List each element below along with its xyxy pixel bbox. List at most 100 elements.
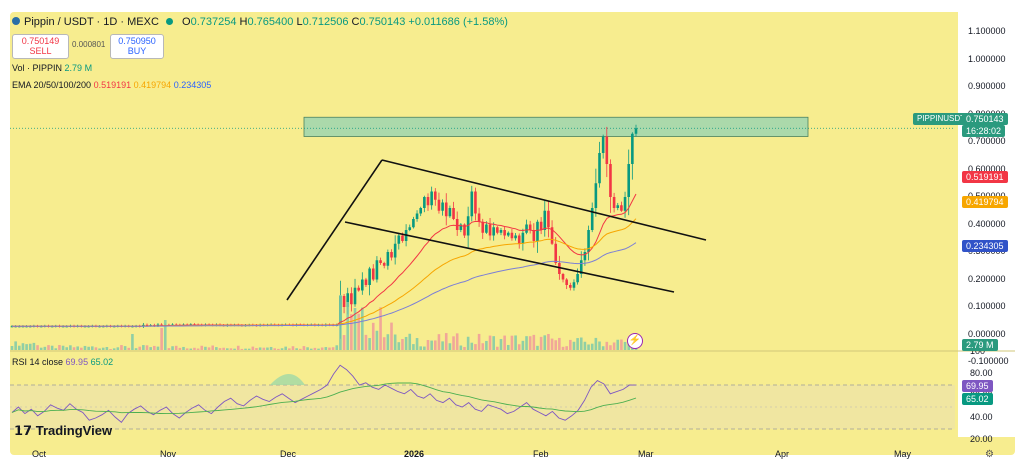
volume-bar — [138, 346, 142, 350]
volume-bar — [470, 342, 474, 350]
candle-body — [350, 293, 353, 305]
candle-body — [371, 268, 375, 280]
symbol-header[interactable]: Pippin / USDT · 1D · MEXC O0.737254 H0.7… — [12, 16, 508, 28]
rsi-tick: 20.00 — [970, 434, 993, 444]
symbol-title: Pippin / USDT · 1D · MEXC — [24, 16, 159, 28]
o-value: 0.737254 — [190, 16, 237, 28]
volume-bar — [477, 333, 481, 350]
candle-body — [430, 191, 433, 206]
volume-bar — [145, 345, 149, 350]
candle-body — [503, 230, 506, 236]
rsi-ma-line — [11, 382, 637, 414]
candle-body — [590, 208, 594, 230]
volume-bar — [430, 340, 433, 350]
volume-bar — [525, 336, 528, 350]
volume-bar — [14, 341, 17, 350]
volume-bar — [222, 347, 225, 350]
volume-bar — [142, 345, 145, 350]
volume-bar — [65, 347, 69, 350]
candle-body — [627, 164, 631, 197]
candle-body — [375, 260, 379, 280]
volume-bar — [528, 336, 532, 350]
volume-bar — [116, 347, 120, 350]
volume-bar — [412, 344, 415, 350]
candle-body — [528, 224, 532, 230]
volume-bar — [459, 345, 463, 350]
volume-bar — [69, 345, 72, 350]
price-tick: 0.000000 — [968, 328, 1006, 339]
candle-body — [83, 326, 87, 328]
candle-body — [514, 235, 517, 239]
tradingview-logo[interactable]: 𝟭𝟳 TradingView — [14, 423, 112, 439]
volume-bar — [331, 347, 335, 350]
candle-body — [547, 210, 550, 228]
candle-body — [477, 213, 481, 222]
candle-body — [510, 232, 514, 239]
volume-bar — [17, 345, 21, 350]
ema20-value: 0.519191 — [93, 80, 132, 90]
volume-bar — [10, 346, 14, 350]
sell-button[interactable]: 0.750149 SELL — [12, 34, 69, 59]
volume-bar — [47, 345, 50, 350]
volume-bar — [295, 348, 298, 350]
ema50-value: 0.419794 — [133, 80, 172, 90]
volume-bar — [481, 343, 485, 350]
time-tick: Dec — [280, 449, 297, 459]
volume-bar — [426, 340, 430, 350]
settings-gear-icon[interactable]: ⚙ — [985, 449, 994, 460]
volume-bar — [609, 345, 612, 350]
volume-bar — [134, 348, 138, 350]
candle-body — [364, 279, 368, 285]
candle-body — [419, 208, 423, 214]
volume-bar — [517, 344, 521, 350]
rsi-tick: 40.00 — [970, 412, 993, 422]
volume-bar — [550, 338, 554, 350]
ema20-tag: 0.519191 — [962, 171, 1008, 183]
volume-bar — [306, 347, 309, 350]
volume-bar — [601, 346, 605, 350]
candle-body — [441, 202, 444, 211]
ema-legend[interactable]: EMA 20/50/100/200 0.519191 0.419794 0.23… — [12, 80, 211, 90]
candle-body — [492, 227, 495, 236]
last-price-tag: 0.750143 — [962, 113, 1008, 125]
candle-body — [433, 191, 437, 200]
volume-bar — [576, 338, 579, 350]
price-tick: 1.100000 — [968, 26, 1006, 36]
candle-body — [437, 199, 441, 211]
volume-bar — [361, 307, 364, 350]
volume-bar — [397, 342, 401, 350]
volume-bar — [255, 348, 258, 350]
candle-body — [342, 296, 346, 307]
price-axis-bg — [958, 12, 1015, 437]
volume-bar — [510, 335, 514, 350]
volume-bar — [583, 341, 587, 350]
ema-label: EMA 20/50/100/200 — [12, 80, 92, 90]
buy-button[interactable]: 0.750950 BUY — [110, 34, 164, 59]
volume-bar — [441, 341, 444, 350]
change-value: +0.011686 (+1.58%) — [408, 16, 508, 28]
rsi-legend[interactable]: RSI 14 close 69.95 65.02 — [12, 357, 113, 367]
candle-body — [412, 219, 415, 228]
c-label: C — [351, 16, 360, 28]
volume-bar — [80, 347, 83, 350]
volume-tag: 2.79 M — [962, 339, 998, 351]
o-label: O — [182, 16, 191, 28]
candle-body — [612, 197, 616, 208]
status-dot-icon — [165, 18, 173, 25]
candle-body — [463, 224, 466, 236]
volume-legend[interactable]: Vol · PIPPIN 2.79 M — [12, 63, 92, 73]
c-value: 0.750143 — [359, 16, 406, 28]
volume-bar — [569, 339, 572, 350]
volume-bar — [288, 348, 291, 350]
candle-body — [594, 183, 598, 208]
candle-body — [459, 224, 463, 230]
volume-bar — [433, 340, 437, 350]
volume-bar — [163, 320, 167, 350]
volume-bar — [225, 348, 229, 350]
candle-body — [426, 197, 430, 206]
price-tick: 0.600000 — [968, 163, 1006, 174]
volume-bar — [404, 336, 408, 350]
lightning-icon[interactable]: ⚡ — [627, 333, 643, 349]
volume-bar — [492, 336, 495, 350]
candle-body — [631, 133, 634, 164]
